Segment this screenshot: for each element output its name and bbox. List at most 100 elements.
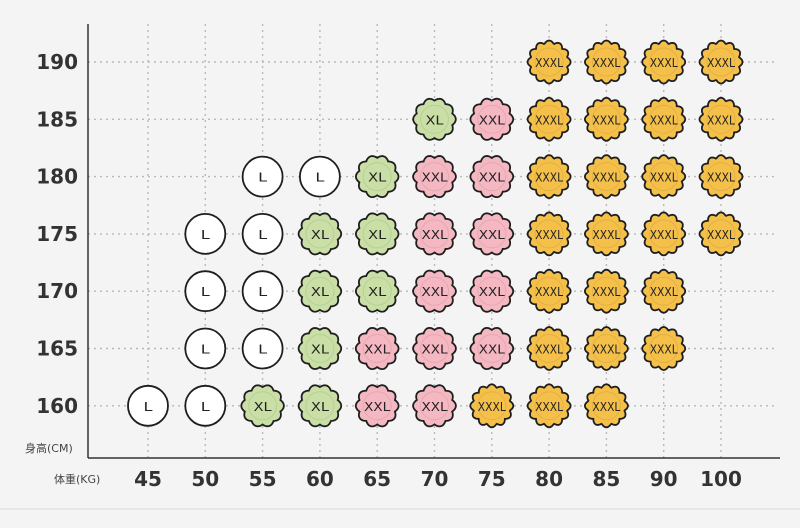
y-tick-label: 160 xyxy=(36,394,78,418)
badge-label: L xyxy=(201,285,210,299)
badge-label: XXXL xyxy=(650,113,678,127)
size-badge-xxl: XXL xyxy=(413,156,456,197)
x-tick-label: 100 xyxy=(700,467,742,491)
size-badge-xl: XL xyxy=(356,271,399,312)
size-badge-xxxl: XXXL xyxy=(642,98,685,141)
size-badge-l: L xyxy=(185,271,225,311)
x-tick-label: 90 xyxy=(650,467,678,491)
x-tick-label: 75 xyxy=(478,467,506,491)
axes xyxy=(0,24,800,509)
badge-label: XXL xyxy=(479,343,505,357)
badge-label: XXL xyxy=(479,171,505,185)
badge-label: L xyxy=(315,171,324,185)
size-badge-xxxl: XXXL xyxy=(642,212,685,255)
size-badge-xxxl: XXXL xyxy=(528,98,571,141)
size-badge-xl: XL xyxy=(356,156,399,197)
size-badge-xl: XL xyxy=(241,385,284,426)
badge-label: XL xyxy=(311,228,329,242)
badge-label: L xyxy=(258,228,267,242)
badge-label: XL xyxy=(426,113,444,127)
y-tick-label: 170 xyxy=(36,279,78,303)
badge-label: XL xyxy=(368,228,386,242)
badge-label: XXXL xyxy=(535,56,563,70)
badge-label: XXXL xyxy=(535,343,563,357)
x-tick-label: 60 xyxy=(306,467,334,491)
badge-label: XXL xyxy=(479,285,505,299)
badge-label: XXL xyxy=(422,171,448,185)
badge-label: XXL xyxy=(422,228,448,242)
badge-label: XXXL xyxy=(592,343,620,357)
y-axis-title: 身高(CM) xyxy=(25,441,73,455)
badge-label: XXXL xyxy=(592,400,620,414)
y-tick-label: 165 xyxy=(36,337,78,361)
size-badge-xl: XL xyxy=(356,213,399,254)
badge-label: XXL xyxy=(479,228,505,242)
size-badge-xxxl: XXXL xyxy=(585,155,628,198)
badge-label: XL xyxy=(368,171,386,185)
size-badge-xxl: XXL xyxy=(470,328,513,369)
badge-label: XXXL xyxy=(707,171,735,185)
size-badge-xl: XL xyxy=(299,213,342,254)
badge-label: XXXL xyxy=(535,285,563,299)
x-tick-label: 55 xyxy=(249,467,277,491)
badge-label: XL xyxy=(254,400,272,414)
size-badge-xxxl: XXXL xyxy=(470,384,513,427)
size-badge-l: L xyxy=(243,271,283,311)
size-badge-xxxl: XXXL xyxy=(528,212,571,255)
size-badge-xxxl: XXXL xyxy=(642,41,685,84)
badge-label: XXL xyxy=(422,343,448,357)
size-badge-l: L xyxy=(243,329,283,369)
badge-label: XXL xyxy=(364,400,390,414)
badge-label: XL xyxy=(368,285,386,299)
x-tick-label: 45 xyxy=(134,467,162,491)
badge-label: XXXL xyxy=(592,56,620,70)
size-badge-xxxl: XXXL xyxy=(528,327,571,370)
size-chart: XXXL XXXL XXXL XXXL XL XXL XXXL XXXL XXXL XXXL L L X… xyxy=(0,0,800,528)
y-tick-label: 175 xyxy=(36,222,78,246)
badge-label: L xyxy=(258,343,267,357)
size-badge-xxxl: XXXL xyxy=(585,212,628,255)
size-badge-xxxl: XXXL xyxy=(528,41,571,84)
y-tick-label: 185 xyxy=(36,107,78,131)
size-badge-xxl: XXL xyxy=(470,213,513,254)
size-badge-xxxl: XXXL xyxy=(585,98,628,141)
badge-label: XXL xyxy=(479,113,505,127)
size-badge-xxxl: XXXL xyxy=(642,155,685,198)
badge-label: XXXL xyxy=(707,113,735,127)
y-tick-label: 190 xyxy=(36,50,78,74)
size-badge-xxl: XXL xyxy=(470,271,513,312)
badge-label: XXXL xyxy=(592,113,620,127)
size-badge-xxxl: XXXL xyxy=(528,155,571,198)
badge-label: XXXL xyxy=(535,400,563,414)
size-chart-svg: XXXL XXXL XXXL XXXL XL XXL XXXL XXXL XXXL XXXL L L X… xyxy=(0,0,800,528)
size-badge-xxxl: XXXL xyxy=(585,384,628,427)
size-badge-l: L xyxy=(243,157,283,197)
badge-label: L xyxy=(258,285,267,299)
badge-label: L xyxy=(201,400,210,414)
x-tick-label: 70 xyxy=(421,467,449,491)
size-badge-l: L xyxy=(185,214,225,254)
size-badge-xxxl: XXXL xyxy=(528,384,571,427)
size-badge-xxxl: XXXL xyxy=(585,327,628,370)
y-tick-label: 180 xyxy=(36,165,78,189)
size-badge-l: L xyxy=(185,329,225,369)
badge-label: XXXL xyxy=(707,228,735,242)
badge-label: XXL xyxy=(422,400,448,414)
size-badge-xxxl: XXXL xyxy=(700,41,743,84)
badge-label: XL xyxy=(311,343,329,357)
size-badge-xxxl: XXXL xyxy=(700,212,743,255)
badge-label: L xyxy=(258,171,267,185)
size-badge-xl: XL xyxy=(413,99,456,140)
badge-label: L xyxy=(201,343,210,357)
badge-label: XXXL xyxy=(650,343,678,357)
badge-label: XXXL xyxy=(650,56,678,70)
size-badge-xxxl: XXXL xyxy=(642,270,685,313)
x-tick-label: 80 xyxy=(535,467,563,491)
size-badges: XXXL XXXL XXXL XXXL XL XXL XXXL XXXL XXXL XXXL L L X… xyxy=(128,41,743,428)
size-badge-l: L xyxy=(185,386,225,426)
size-badge-xl: XL xyxy=(299,385,342,426)
size-badge-xxl: XXL xyxy=(413,385,456,426)
size-badge-l: L xyxy=(243,214,283,254)
badge-label: XXXL xyxy=(535,113,563,127)
x-tick-label: 65 xyxy=(363,467,391,491)
